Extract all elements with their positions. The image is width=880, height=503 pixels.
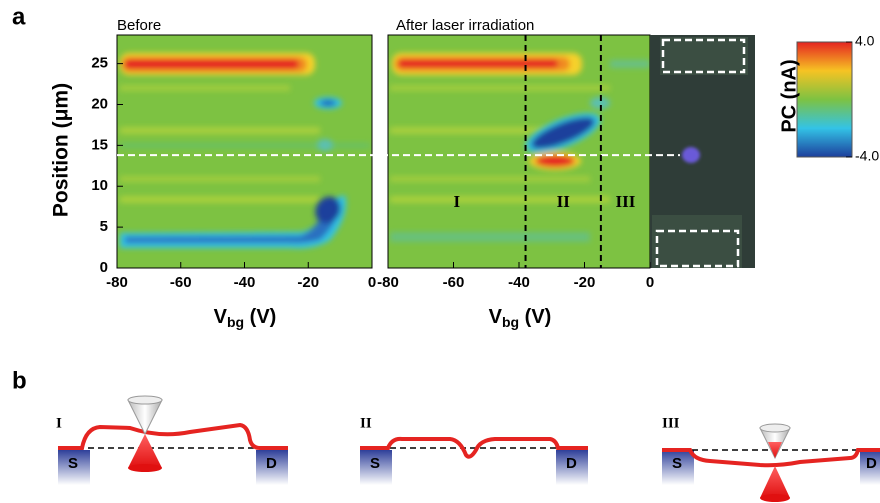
heatmap [117, 35, 372, 268]
region-label: II [557, 192, 571, 211]
x-tick-label: -80 [106, 274, 128, 291]
band-diagram: II S D [360, 415, 588, 485]
source-pad [360, 450, 392, 485]
plot-title: After laser irradiation [396, 17, 534, 34]
electrode-outline [661, 38, 746, 74]
y-tick-label: 20 [91, 95, 108, 112]
source-pad [58, 450, 90, 485]
colorbar-tick-label: -4.0 [855, 148, 879, 164]
x-tick-label: -20 [574, 274, 596, 291]
x-tick-label: -60 [170, 274, 192, 291]
laser-spot [682, 147, 700, 163]
panel-label: b [12, 367, 27, 394]
y-tick-label: 10 [91, 177, 108, 194]
diagram-label: II [360, 415, 372, 431]
colorbar [796, 41, 853, 158]
electrode-outline [655, 229, 740, 268]
colorbar-label: PC (nA) [778, 59, 800, 132]
drain-pad [556, 450, 588, 485]
diagram-label: III [662, 415, 680, 431]
band-diagram: III S D [662, 415, 880, 502]
y-tick-label: 5 [100, 218, 108, 235]
colorbar-tick-label: 4.0 [855, 33, 875, 49]
x-tick-label: -80 [377, 274, 399, 291]
x-tick-label: -20 [297, 274, 319, 291]
y-tick-label: 15 [91, 136, 108, 153]
region-label: I [453, 192, 460, 211]
y-tick-label: 25 [91, 55, 108, 72]
y-axis-label: Position (μm) [50, 83, 73, 217]
source-label: S [68, 455, 78, 472]
region-label: III [616, 192, 636, 211]
x-tick-label: 0 [368, 274, 376, 291]
drain-label: D [566, 455, 577, 472]
x-tick-label: -60 [443, 274, 465, 291]
plot-title: Before [117, 17, 161, 34]
panel-label: a [12, 3, 26, 30]
x-axis-label: Vbg (V) [214, 306, 277, 329]
source-label: S [672, 455, 682, 472]
drain-pad [256, 450, 288, 485]
drain-label: D [266, 455, 277, 472]
source-label: S [370, 455, 380, 472]
drain-label: D [866, 455, 877, 472]
electrode [660, 37, 748, 75]
x-tick-label: -40 [234, 274, 256, 291]
heatmap [388, 35, 650, 268]
electrode [652, 215, 742, 268]
diagram-label: I [56, 415, 62, 431]
band-diagram: I S D [56, 395, 288, 485]
y-tick-label: 0 [100, 259, 108, 276]
source-pad [662, 450, 694, 485]
x-tick-label: 0 [646, 274, 654, 291]
x-axis-label: Vbg (V) [489, 306, 552, 329]
x-tick-label: -40 [508, 274, 530, 291]
drain-pad [860, 450, 880, 485]
